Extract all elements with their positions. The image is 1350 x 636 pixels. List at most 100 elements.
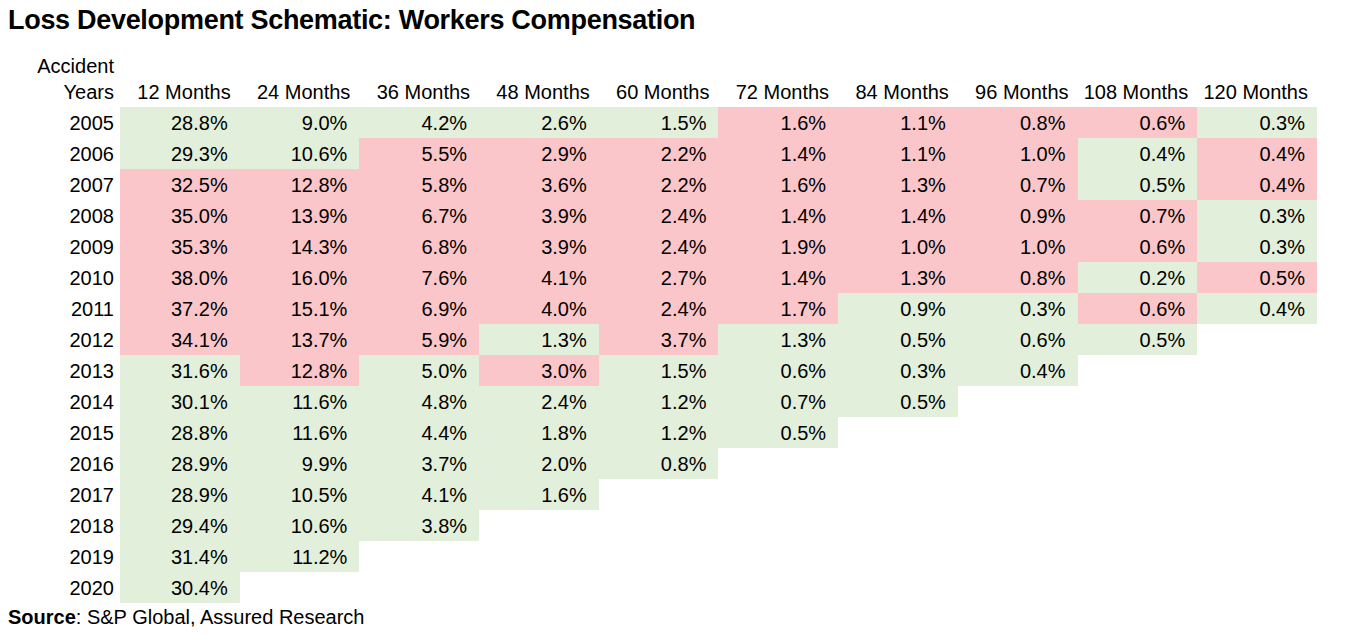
value-cell: 0.4% (1197, 293, 1317, 324)
value-cell: 11.6% (240, 417, 360, 448)
value-cell: 1.8% (479, 417, 599, 448)
column-header: 108 Months (1078, 76, 1198, 107)
value-cell: 0.5% (718, 417, 838, 448)
value-cell: 0.5% (838, 324, 958, 355)
value-cell: 2.7% (599, 262, 719, 293)
value-cell: 32.5% (120, 169, 240, 200)
value-cell: 0.7% (958, 169, 1078, 200)
value-cell: 28.8% (120, 417, 240, 448)
value-cell: 5.5% (359, 138, 479, 169)
value-cell: 37.2% (120, 293, 240, 324)
value-cell: 31.6% (120, 355, 240, 386)
year-label: 2007 (0, 169, 120, 200)
value-cell (1197, 448, 1317, 479)
value-cell (599, 541, 719, 572)
value-cell (1197, 417, 1317, 448)
value-cell: 1.4% (718, 262, 838, 293)
accident-header-row: Accident (0, 44, 1317, 76)
value-cell: 30.4% (120, 572, 240, 603)
value-cell (1197, 510, 1317, 541)
value-cell (958, 386, 1078, 417)
value-cell: 11.2% (240, 541, 360, 572)
value-cell: 29.4% (120, 510, 240, 541)
value-cell: 5.0% (359, 355, 479, 386)
value-cell (359, 572, 479, 603)
value-cell: 34.1% (120, 324, 240, 355)
value-cell: 0.5% (1078, 169, 1198, 200)
value-cell: 1.1% (838, 138, 958, 169)
value-cell: 0.4% (1197, 169, 1317, 200)
value-cell: 0.3% (958, 293, 1078, 324)
value-cell: 15.1% (240, 293, 360, 324)
table-row: 201528.8%11.6%4.4%1.8%1.2%0.5% (0, 417, 1317, 448)
source-label: Source (8, 606, 76, 628)
value-cell: 2.0% (479, 448, 599, 479)
value-cell: 4.2% (359, 107, 479, 138)
value-cell: 1.6% (479, 479, 599, 510)
value-cell: 2.4% (599, 293, 719, 324)
value-cell (958, 448, 1078, 479)
value-cell (958, 572, 1078, 603)
value-cell: 2.2% (599, 169, 719, 200)
value-cell: 0.6% (1078, 231, 1198, 262)
value-cell: 0.8% (958, 107, 1078, 138)
value-cell (1078, 510, 1198, 541)
value-cell: 4.4% (359, 417, 479, 448)
year-label: 2015 (0, 417, 120, 448)
value-cell: 1.0% (958, 138, 1078, 169)
column-header: 24 Months (240, 76, 360, 107)
value-cell: 1.2% (599, 386, 719, 417)
value-cell (479, 541, 599, 572)
year-label: 2012 (0, 324, 120, 355)
value-cell: 1.4% (718, 138, 838, 169)
value-cell: 1.9% (718, 231, 838, 262)
table-row: 200935.3%14.3%6.8%3.9%2.4%1.9%1.0%1.0%0.… (0, 231, 1317, 262)
figure-title: Loss Development Schematic: Workers Comp… (8, 5, 695, 36)
year-label: 2013 (0, 355, 120, 386)
value-cell: 12.8% (240, 355, 360, 386)
column-header: 60 Months (599, 76, 719, 107)
table-row: 200629.3%10.6%5.5%2.9%2.2%1.4%1.1%1.0%0.… (0, 138, 1317, 169)
table-row: 201137.2%15.1%6.9%4.0%2.4%1.7%0.9%0.3%0.… (0, 293, 1317, 324)
value-cell: 10.5% (240, 479, 360, 510)
value-cell: 4.0% (479, 293, 599, 324)
value-cell: 12.8% (240, 169, 360, 200)
value-cell: 3.8% (359, 510, 479, 541)
column-header: 120 Months (1197, 76, 1317, 107)
value-cell: 1.5% (599, 107, 719, 138)
value-cell: 4.1% (479, 262, 599, 293)
value-cell: 0.5% (1078, 324, 1198, 355)
year-label: 2006 (0, 138, 120, 169)
value-cell: 5.9% (359, 324, 479, 355)
table-row: 202030.4% (0, 572, 1317, 603)
value-cell (718, 572, 838, 603)
table-row: 200528.8%9.0%4.2%2.6%1.5%1.6%1.1%0.8%0.6… (0, 107, 1317, 138)
value-cell: 0.5% (1197, 262, 1317, 293)
value-cell: 2.6% (479, 107, 599, 138)
loss-development-figure: Loss Development Schematic: Workers Comp… (0, 0, 1350, 636)
value-cell: 16.0% (240, 262, 360, 293)
years-label: Years (0, 76, 120, 107)
table-row: 201331.6%12.8%5.0%3.0%1.5%0.6%0.3%0.4% (0, 355, 1317, 386)
table-row: 200732.5%12.8%5.8%3.6%2.2%1.6%1.3%0.7%0.… (0, 169, 1317, 200)
value-cell: 1.0% (838, 231, 958, 262)
year-label: 2005 (0, 107, 120, 138)
value-cell: 1.0% (958, 231, 1078, 262)
value-cell (1197, 572, 1317, 603)
value-cell (1078, 479, 1198, 510)
loss-triangle-table: Accident Years 12 Months24 Months36 Mont… (0, 44, 1317, 603)
value-cell (718, 541, 838, 572)
value-cell: 28.9% (120, 479, 240, 510)
value-cell: 3.0% (479, 355, 599, 386)
table-row: 201829.4%10.6%3.8% (0, 510, 1317, 541)
source-text: : S&P Global, Assured Research (76, 606, 365, 628)
value-cell: 28.8% (120, 107, 240, 138)
value-cell: 0.6% (1078, 293, 1198, 324)
value-cell (1078, 417, 1198, 448)
value-cell (838, 417, 958, 448)
value-cell: 35.0% (120, 200, 240, 231)
value-cell: 6.8% (359, 231, 479, 262)
value-cell: 1.2% (599, 417, 719, 448)
value-cell: 1.6% (718, 169, 838, 200)
value-cell: 31.4% (120, 541, 240, 572)
